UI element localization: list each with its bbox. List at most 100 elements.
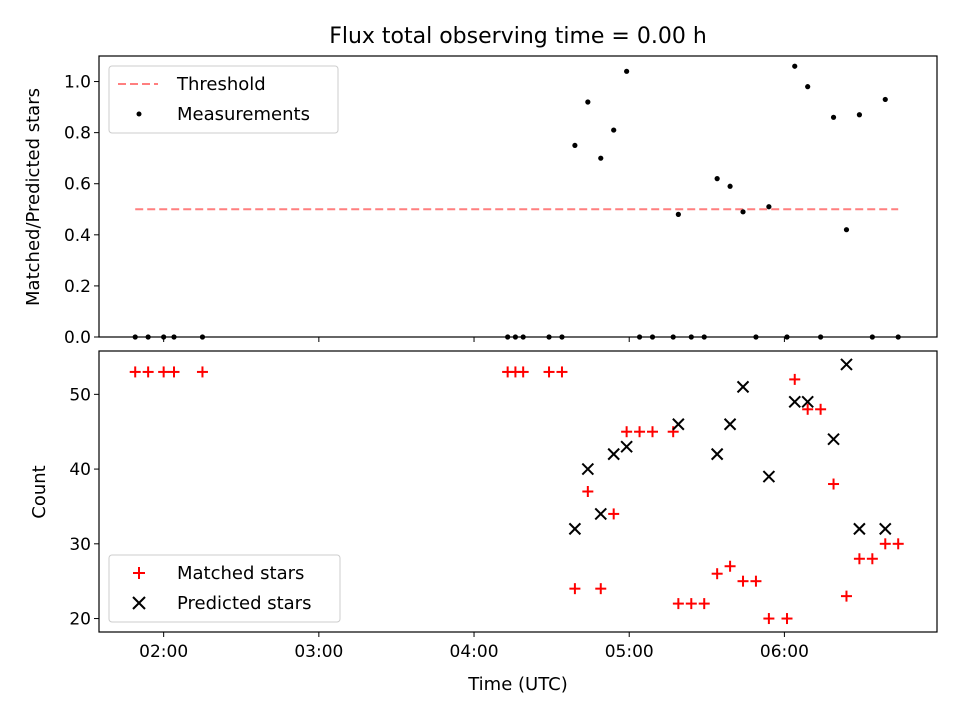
count-legend-box bbox=[108, 554, 341, 623]
matched-star-point bbox=[556, 366, 568, 378]
measurement-point bbox=[856, 112, 863, 118]
matched-star-point bbox=[142, 366, 154, 378]
matched-star-point bbox=[543, 366, 555, 378]
predicted-star-point bbox=[840, 358, 853, 371]
predicted-star-point bbox=[853, 522, 866, 536]
predicted-star-point-b bbox=[710, 447, 724, 461]
matched-star-point bbox=[840, 590, 852, 602]
matched-star-point bbox=[517, 366, 529, 378]
x-axis-label: Time (UTC) bbox=[467, 674, 568, 695]
count-y-tick-label: 50 bbox=[69, 385, 91, 405]
count-x-tick-label: 05:00 bbox=[605, 642, 654, 662]
matched-star-point bbox=[129, 366, 141, 378]
measurement-point bbox=[132, 334, 138, 340]
predicted-star-point bbox=[736, 380, 750, 394]
measurement-point bbox=[512, 334, 519, 340]
measurement-point bbox=[843, 227, 850, 233]
count-y-tick-label: 40 bbox=[69, 460, 91, 480]
measurement-point bbox=[675, 211, 681, 217]
predicted-star-point-b bbox=[853, 522, 866, 536]
measurement-point bbox=[559, 334, 565, 340]
predicted-star-point bbox=[672, 418, 685, 431]
matched-star-point bbox=[737, 575, 749, 587]
matched-star-point bbox=[879, 538, 891, 550]
count-x-tick-label: 03:00 bbox=[294, 642, 343, 662]
measurement-point bbox=[701, 334, 707, 340]
measurement-point bbox=[611, 127, 617, 133]
ratio-y-tick-label: 0.8 bbox=[64, 124, 91, 144]
ratio-y-tick-label: 0.2 bbox=[64, 277, 91, 297]
predicted-star-point bbox=[607, 447, 620, 461]
measurement-point bbox=[740, 209, 746, 215]
ratio-y-axis-label: Matched/Predicted stars bbox=[23, 88, 44, 306]
measurement-point bbox=[145, 334, 151, 340]
ratio-y-tick-label: 0.6 bbox=[64, 175, 91, 195]
measurement-point bbox=[830, 114, 837, 120]
matched-star-point bbox=[158, 366, 170, 378]
matched-star-point bbox=[634, 426, 646, 438]
matched-star-point bbox=[569, 583, 581, 595]
predicted-star-point-b bbox=[568, 522, 582, 536]
matched-star-point bbox=[892, 538, 904, 550]
predicted-star-point-b bbox=[801, 395, 814, 409]
predicted-star-point bbox=[568, 522, 582, 536]
ratio-legend: Threshold Measurements bbox=[108, 65, 339, 134]
matched-star-point bbox=[789, 373, 801, 385]
predicted-star-point-b bbox=[827, 432, 840, 446]
matched-star-point bbox=[763, 613, 775, 625]
measurement-point bbox=[792, 63, 798, 69]
matched-star-point bbox=[685, 598, 697, 610]
predicted-star-point-b bbox=[607, 447, 620, 461]
measurement-point bbox=[572, 142, 578, 149]
measurement-point bbox=[161, 334, 167, 340]
measurement-point bbox=[598, 155, 604, 161]
matched-star-point bbox=[196, 366, 208, 378]
predicted-star-point bbox=[788, 395, 801, 409]
predicted-star-point-b bbox=[594, 507, 607, 521]
measurement-point bbox=[766, 204, 772, 210]
count-legend: Matched stars Predicted stars bbox=[108, 554, 341, 623]
predicted-star-point bbox=[762, 470, 776, 483]
ratio-legend-box bbox=[108, 65, 339, 134]
matched-star-point bbox=[646, 426, 658, 438]
count-y-axis-label: Count bbox=[29, 465, 50, 518]
matched-star-point bbox=[866, 553, 878, 565]
measurement-point bbox=[171, 334, 177, 340]
count-x-tick-label: 02:00 bbox=[139, 642, 188, 662]
predicted-star-point bbox=[594, 507, 607, 521]
legend-matched-swatch bbox=[133, 567, 145, 579]
predicted-star-point bbox=[620, 440, 633, 453]
matched-star-point bbox=[853, 553, 865, 565]
predicted-star-point-b bbox=[672, 418, 685, 431]
predicted-star-point-b bbox=[723, 418, 737, 431]
legend-predicted-swatch bbox=[132, 596, 146, 610]
ratio-y-ticks: 0.0 0.2 0.4 0.6 0.8 1.0 bbox=[64, 73, 99, 348]
measurement-point bbox=[546, 334, 552, 340]
measurement-point bbox=[895, 334, 901, 340]
predicted-star-point-b bbox=[736, 380, 750, 394]
matched-star-point bbox=[698, 598, 710, 610]
count-panel: Count Time (UTC) 20 30 40 50 02:00 03:00 04:0… bbox=[29, 350, 938, 695]
measurement-point bbox=[688, 334, 694, 340]
predicted-star-point bbox=[879, 522, 892, 536]
measurement-point bbox=[714, 176, 720, 182]
measurement-point bbox=[805, 84, 811, 90]
measurement-point bbox=[585, 99, 591, 105]
predicted-star-point-b bbox=[581, 462, 595, 476]
predicted-star-point bbox=[723, 418, 737, 431]
measurement-point bbox=[636, 334, 643, 340]
legend-predicted-label: Predicted stars bbox=[177, 593, 311, 614]
legend-measurements-swatch bbox=[136, 111, 142, 117]
count-y-tick-label: 30 bbox=[69, 535, 91, 555]
matched-star-point bbox=[724, 560, 736, 572]
predicted-star-point bbox=[581, 462, 595, 476]
matched-star-point bbox=[608, 508, 620, 520]
predicted-star-point-b bbox=[879, 522, 892, 536]
matched-star-point bbox=[828, 478, 840, 490]
ratio-y-tick-label: 0.4 bbox=[64, 226, 91, 246]
measurement-point bbox=[753, 334, 759, 340]
chart-title: Flux total observing time = 0.00 h bbox=[329, 24, 707, 49]
count-x-ticks: 02:00 03:00 04:00 05:00 06:00 bbox=[139, 632, 809, 662]
predicted-star-point-b bbox=[762, 470, 776, 483]
